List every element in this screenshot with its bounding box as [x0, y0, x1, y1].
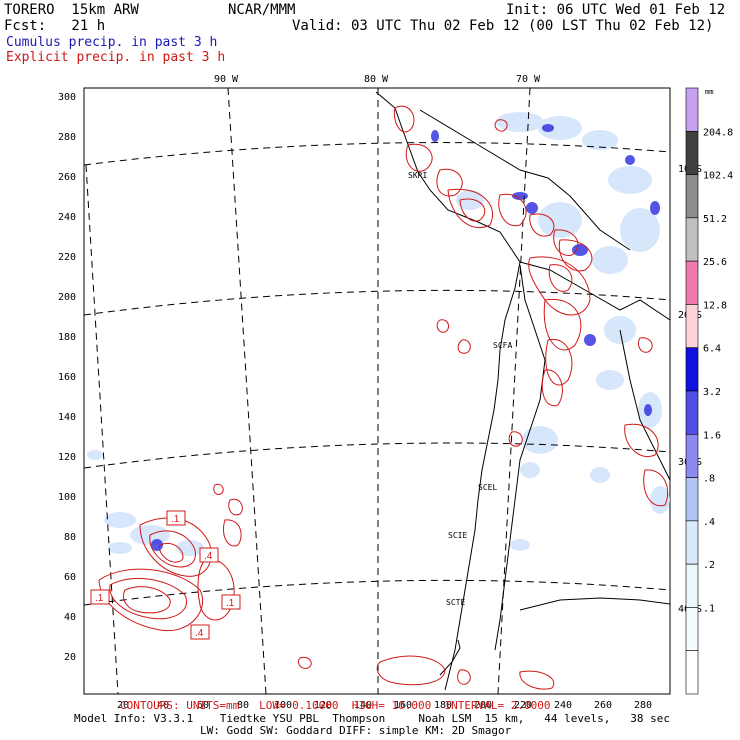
lat-lon-grid	[83, 87, 671, 695]
station-label: SCEL	[478, 483, 497, 492]
colorbar-swatch	[685, 260, 699, 305]
svg-text:80: 80	[237, 700, 249, 711]
station-label: SCIE	[448, 531, 467, 540]
colorbar-swatch	[685, 650, 699, 695]
svg-text:200: 200	[474, 700, 492, 711]
colorbar-label: .8	[703, 474, 715, 485]
colorbar-label: 12.8	[703, 300, 727, 311]
y-axis: 300 280 260 240 220 200 180 160 140 120 …	[58, 92, 76, 663]
colorbar-swatch	[685, 477, 699, 522]
colorbar-swatch	[685, 174, 699, 219]
svg-text:140: 140	[58, 412, 76, 423]
svg-text:280: 280	[634, 700, 652, 711]
station-labels: SKRI SCFA SCEL SCIE SCTE	[408, 171, 512, 607]
lon-label: 80 W	[364, 74, 389, 85]
forecast-hour: Fcst: 21 h	[4, 18, 106, 34]
svg-text:.1: .1	[95, 593, 104, 604]
svg-text:40: 40	[157, 700, 169, 711]
legend-cumulus: Cumulus precip. in past 3 h	[6, 35, 218, 50]
cumulus-cores	[151, 124, 660, 551]
station-label: SCFA	[493, 341, 512, 350]
svg-text:40: 40	[64, 612, 76, 623]
colorbar-label: 6.4	[703, 344, 721, 355]
legend-explicit: Explicit precip. in past 3 h	[6, 50, 226, 65]
map-frame	[83, 87, 671, 695]
svg-text:160: 160	[58, 372, 76, 383]
svg-text:160: 160	[394, 700, 412, 711]
svg-text:280: 280	[58, 132, 76, 143]
colorbar-swatch	[685, 217, 699, 262]
contour-label: .1	[221, 594, 241, 610]
colorbar-label: .4	[703, 517, 715, 528]
svg-text:60: 60	[64, 572, 76, 583]
svg-text:80: 80	[64, 532, 76, 543]
svg-text:60: 60	[197, 700, 209, 711]
model-title: TORERO 15km ARW	[4, 2, 139, 18]
svg-text:240: 240	[58, 212, 76, 223]
svg-text:300: 300	[58, 92, 76, 103]
svg-text:.4: .4	[204, 551, 213, 562]
svg-text:120: 120	[58, 452, 76, 463]
x-axis: 20 40 60 80 100 120 140 160 180 200 220 …	[117, 700, 652, 711]
coastline	[375, 91, 671, 691]
colorbar-swatch	[685, 304, 699, 349]
contour-info: CONTOURS: UNITS=mm LOW= 0.10000 HIGH= 10…	[120, 699, 551, 712]
svg-text:200: 200	[58, 292, 76, 303]
org-label: NCAR/MMM	[228, 2, 296, 18]
lon-labels: 90 W 80 W 70 W	[214, 74, 541, 85]
svg-text:.4: .4	[195, 628, 204, 639]
valid-time: Valid: 03 UTC Thu 02 Feb 12 (00 LST Thu …	[292, 18, 714, 34]
svg-text:180: 180	[434, 700, 452, 711]
svg-text:140: 140	[354, 700, 372, 711]
contour-label: .1	[90, 589, 110, 605]
svg-text:100: 100	[274, 700, 292, 711]
colorbar-swatch	[685, 563, 699, 608]
svg-text:.1: .1	[171, 514, 180, 525]
colorbar-label: .1	[703, 603, 715, 614]
contour-label: .4	[190, 624, 210, 640]
svg-text:240: 240	[554, 700, 572, 711]
svg-text:120: 120	[314, 700, 332, 711]
svg-text:260: 260	[58, 172, 76, 183]
contour-labels: .1 .4 .4 .1 .1	[90, 510, 241, 640]
colorbar-unit: mm	[705, 88, 713, 96]
colorbar-label: 102.4	[703, 171, 733, 182]
svg-text:.1: .1	[226, 598, 235, 609]
colorbar-swatch	[685, 390, 699, 435]
colorbar-label: .2	[703, 560, 715, 571]
svg-text:220: 220	[58, 252, 76, 263]
lon-label: 90 W	[214, 74, 239, 85]
colorbar-label: 1.6	[703, 430, 721, 441]
colorbar-label: 204.8	[703, 127, 733, 138]
model-info-physics: LW: Godd SW: Goddard DIFF: simple KM: 2D…	[200, 724, 512, 737]
svg-text:20: 20	[64, 652, 76, 663]
contour-label: .4	[199, 547, 219, 563]
svg-text:20: 20	[117, 700, 129, 711]
colorbar-swatch	[685, 87, 699, 132]
svg-text:260: 260	[594, 700, 612, 711]
station-label: SKRI	[408, 171, 427, 180]
precip-colorbar: mm 204.8 102.4 51.2 25.6 12.8 6.4 3.2 1.6 .8 .4 .2.…	[685, 87, 733, 695]
colorbar-label: 25.6	[703, 257, 727, 268]
colorbar-swatch	[685, 433, 699, 478]
station-label: SCTE	[446, 598, 465, 607]
model-info: Model Info: V3.3.1 Tiedtke YSU PBL Thomp…	[74, 712, 671, 725]
contour-label: .1	[166, 510, 186, 526]
colorbar-label: 51.2	[703, 214, 727, 225]
svg-text:100: 100	[58, 492, 76, 503]
colorbar-swatch	[685, 607, 699, 652]
init-time: Init: 06 UTC Wed 01 Feb 12	[506, 2, 726, 18]
lon-label: 70 W	[516, 74, 541, 85]
svg-text:220: 220	[514, 700, 532, 711]
colorbar-swatch	[685, 130, 699, 175]
svg-text:180: 180	[58, 332, 76, 343]
colorbar-swatch	[685, 347, 699, 392]
colorbar-swatch	[685, 520, 699, 565]
colorbar-label: 3.2	[703, 387, 721, 398]
